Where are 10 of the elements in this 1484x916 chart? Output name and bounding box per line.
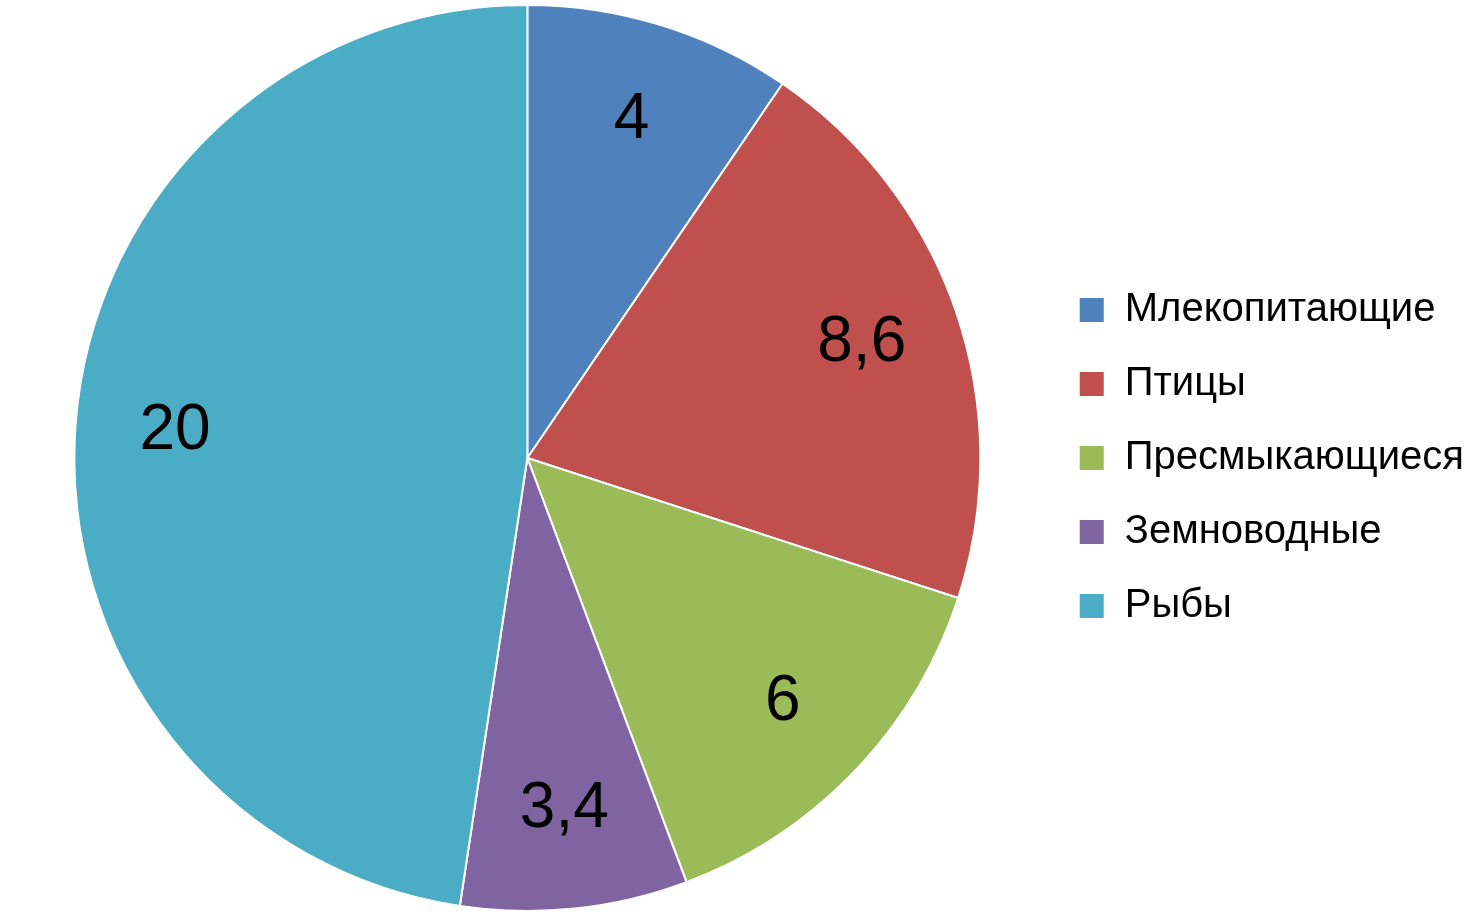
legend-label: Рыбы [1124,581,1232,626]
data-label: 4 [613,80,650,152]
data-label: 3,4 [519,769,609,842]
legend-label: Земноводные [1124,507,1382,552]
data-label: 8,6 [817,303,907,376]
data-label: 6 [764,661,801,734]
legend-label: Млекопитающие [1124,285,1436,330]
legend-label: Птицы [1124,359,1246,404]
legend-label: Пресмыкающиеся [1124,433,1464,478]
data-label: 20 [139,391,211,464]
